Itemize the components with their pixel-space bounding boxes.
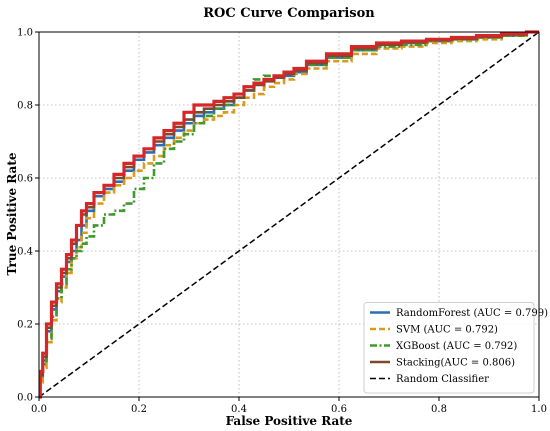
y-tick-label: 0.0 <box>17 393 33 404</box>
y-tick-label: 0.2 <box>17 320 33 331</box>
random-classifier-layer <box>38 31 540 398</box>
series-line-0 <box>38 30 539 399</box>
chart-title: ROC Curve Comparison <box>203 6 375 21</box>
series-line-3 <box>38 30 539 399</box>
legend-label: XGBoost (AUC = 0.792) <box>396 341 517 352</box>
x-tick-label: 0.2 <box>131 404 147 415</box>
x-tick-label: 0.6 <box>331 404 347 415</box>
y-tick-label: 0.8 <box>17 101 33 112</box>
legend-box <box>363 302 535 394</box>
x-tick-label: 0.0 <box>31 404 47 415</box>
x-tick-label: 1.0 <box>531 404 547 415</box>
axis-ticks: 0.0 0.2 0.4 0.6 0.8 1.0 0.0 0.2 0.4 0.6 0.8 1.0 <box>17 28 547 416</box>
x-tick-label: 0.8 <box>431 404 447 415</box>
legend: RandomForest (AUC = 0.799) SVM (AUC = 0.7… <box>363 302 548 394</box>
y-tick-label: 0.4 <box>17 247 33 258</box>
legend-label: Random Classifier <box>396 374 489 385</box>
series-line-4 <box>38 30 539 399</box>
plot-frame <box>38 31 540 398</box>
x-tick-label: 0.4 <box>231 404 247 415</box>
series-line-1 <box>38 30 539 399</box>
series-line-5 <box>38 31 540 398</box>
legend-label: Stacking(AUC = 0.806) <box>396 358 515 369</box>
series-line-2 <box>38 30 539 399</box>
legend-label: SVM (AUC = 0.792) <box>396 325 498 336</box>
y-tick-label: 1.0 <box>17 28 33 39</box>
legend-label: RandomForest (AUC = 0.799) <box>396 308 548 319</box>
y-axis-label: True Positive Rate <box>5 152 19 275</box>
y-tick-label: 0.6 <box>17 174 33 185</box>
series-layer <box>38 30 539 399</box>
x-axis-label: False Positive Rate <box>226 414 353 428</box>
